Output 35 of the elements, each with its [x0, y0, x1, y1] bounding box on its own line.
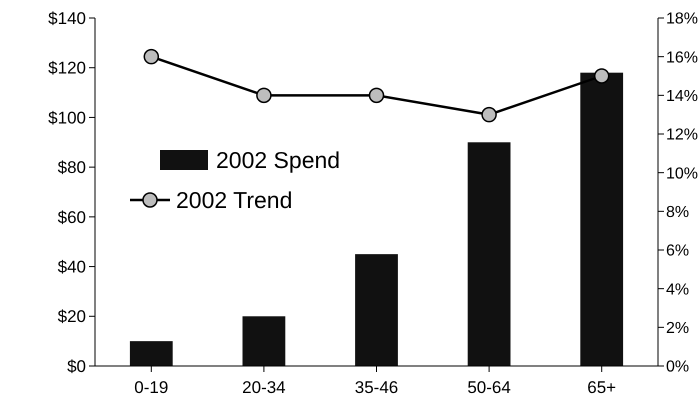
y-tick-label: $60	[58, 208, 86, 227]
bar	[242, 316, 286, 366]
y-tick-label: $80	[58, 158, 86, 178]
x-tick-label: 20-34	[242, 378, 286, 397]
x-tick-label: 65+	[587, 378, 616, 397]
bar	[130, 341, 173, 366]
point	[256, 88, 272, 104]
y2-tick-label: 4%	[666, 281, 690, 298]
x-tick-label: 50-64	[467, 378, 511, 397]
legend-label: 2002 Trend	[176, 187, 292, 214]
y2-tick-label: 12%	[666, 126, 698, 144]
x-tick-label: 35-46	[354, 378, 398, 397]
y2-tick-label: 16%	[666, 49, 698, 66]
y2-tick-label: 10%	[666, 165, 698, 182]
bar	[355, 254, 398, 366]
y-tick-label: $0	[67, 356, 86, 376]
y2-tick-label: 2%	[666, 320, 690, 337]
legend-label: 2002 Spend	[216, 147, 340, 174]
y-tick-label: $140	[48, 8, 86, 28]
y-tick-label: $40	[58, 258, 86, 277]
point	[481, 106, 497, 122]
point	[594, 68, 610, 84]
y-tick-label: $120	[48, 58, 86, 78]
y-tick-label: $100	[48, 108, 86, 128]
point	[368, 88, 384, 104]
point	[144, 48, 160, 64]
y-tick-label: $20	[58, 307, 86, 326]
x-tick-label: 0-19	[134, 378, 168, 397]
y2-tick-label: 8%	[666, 204, 690, 221]
y2-tick-label: 18%	[666, 10, 698, 28]
y2-tick-label: 14%	[666, 88, 698, 105]
y2-tick-label: 6%	[666, 242, 690, 260]
y2-tick-label: 0%	[666, 358, 690, 376]
bar	[468, 142, 510, 366]
bar	[580, 72, 624, 366]
